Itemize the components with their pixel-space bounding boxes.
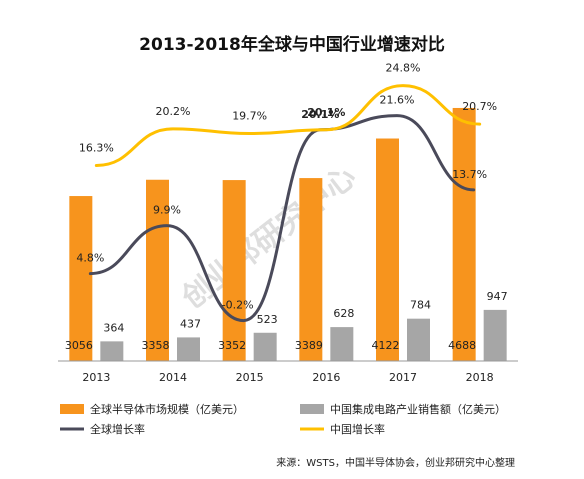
legend-label-global-market: 全球半导体市场规模（亿美元） (90, 402, 244, 416)
legend-swatch-china-ic-sales (300, 404, 324, 414)
bar-global-market-2017 (376, 138, 399, 361)
label-global-market-2013: 3056 (65, 339, 93, 352)
bar-china-ic-sales-2016 (330, 327, 354, 361)
x-tick-2016: 2016 (312, 371, 340, 384)
lines-layer (88, 84, 482, 323)
bar-global-market-2018 (452, 107, 476, 361)
source-note: 来源：WSTS，中国半导体协会，创业邦研究中心整理 (276, 456, 515, 469)
label-china-growth-2013: 16.3% (79, 141, 114, 154)
line-china-growth (94, 84, 482, 167)
bar-china-ic-sales-2014 (177, 337, 200, 361)
label-global-growth-2015: -0.2% (222, 299, 254, 312)
x-tick-2013: 2013 (82, 371, 110, 384)
x-axis: 2013 2014 2015 2016 2017 2018 (58, 360, 518, 384)
bar-global-market-2015 (222, 180, 246, 361)
x-tick-2014: 2014 (159, 371, 187, 384)
label-china-growth-2014: 20.2% (156, 105, 191, 118)
label-global-market-2014: 3358 (142, 339, 170, 352)
label-global-growth-2018: 13.7% (452, 168, 487, 181)
label-china-ic-sales-2013: 364 (103, 321, 124, 334)
legend: 全球半导体市场规模（亿美元） 中国集成电路产业销售额（亿美元） 全球增长率 中国… (60, 402, 506, 436)
label-global-market-2017: 4122 (372, 339, 400, 352)
label-global-growth-2017: 21.6% (380, 94, 415, 107)
label-china-growth-2017: 24.8% (386, 62, 421, 75)
label-global-market-2015: 3352 (218, 339, 246, 352)
legend-label-china-growth: 中国增长率 (330, 422, 385, 436)
bars-layer (69, 107, 507, 361)
bar-global-market-2013 (69, 196, 93, 361)
label-global-growth-2016: 20.1% (301, 108, 339, 121)
label-china-ic-sales-2015: 523 (257, 313, 278, 326)
x-tick-2015: 2015 (236, 371, 264, 384)
line-global-growth (88, 114, 476, 323)
watermark-text: 创业邦研究中心 (175, 159, 363, 316)
label-china-ic-sales-2018: 947 (487, 290, 508, 303)
bar-china-ic-sales-2013 (100, 341, 124, 361)
legend-label-global-growth: 全球增长率 (90, 422, 145, 436)
legend-swatch-global-market (60, 404, 84, 414)
label-global-growth-2014: 9.9% (153, 204, 181, 217)
bar-china-ic-sales-2018 (483, 309, 507, 361)
label-global-market-2018: 4688 (448, 339, 476, 352)
chart-title: 2013-2018年全球与中国行业增速对比 (139, 34, 445, 55)
label-global-market-2016: 3389 (295, 339, 323, 352)
x-tick-2017: 2017 (389, 371, 417, 384)
label-global-growth-2013: 4.8% (76, 252, 104, 265)
label-china-growth-2015: 19.7% (232, 110, 267, 123)
labels-layer: 3056 364 3358 437 3352 523 3389 628 4122 784 4688 9… (65, 62, 508, 352)
x-tick-2018: 2018 (466, 371, 494, 384)
label-china-ic-sales-2016: 628 (333, 307, 354, 320)
label-china-growth-2016: 20.1% (307, 106, 345, 119)
label-china-ic-sales-2017: 784 (410, 299, 431, 312)
label-china-ic-sales-2014: 437 (180, 317, 201, 330)
bar-china-ic-sales-2015 (253, 332, 277, 361)
legend-label-china-ic-sales: 中国集成电路产业销售额（亿美元） (330, 402, 506, 416)
bar-china-ic-sales-2017 (407, 318, 430, 361)
label-china-growth-2018: 20.7% (462, 100, 497, 113)
bar-global-market-2016 (299, 178, 323, 361)
